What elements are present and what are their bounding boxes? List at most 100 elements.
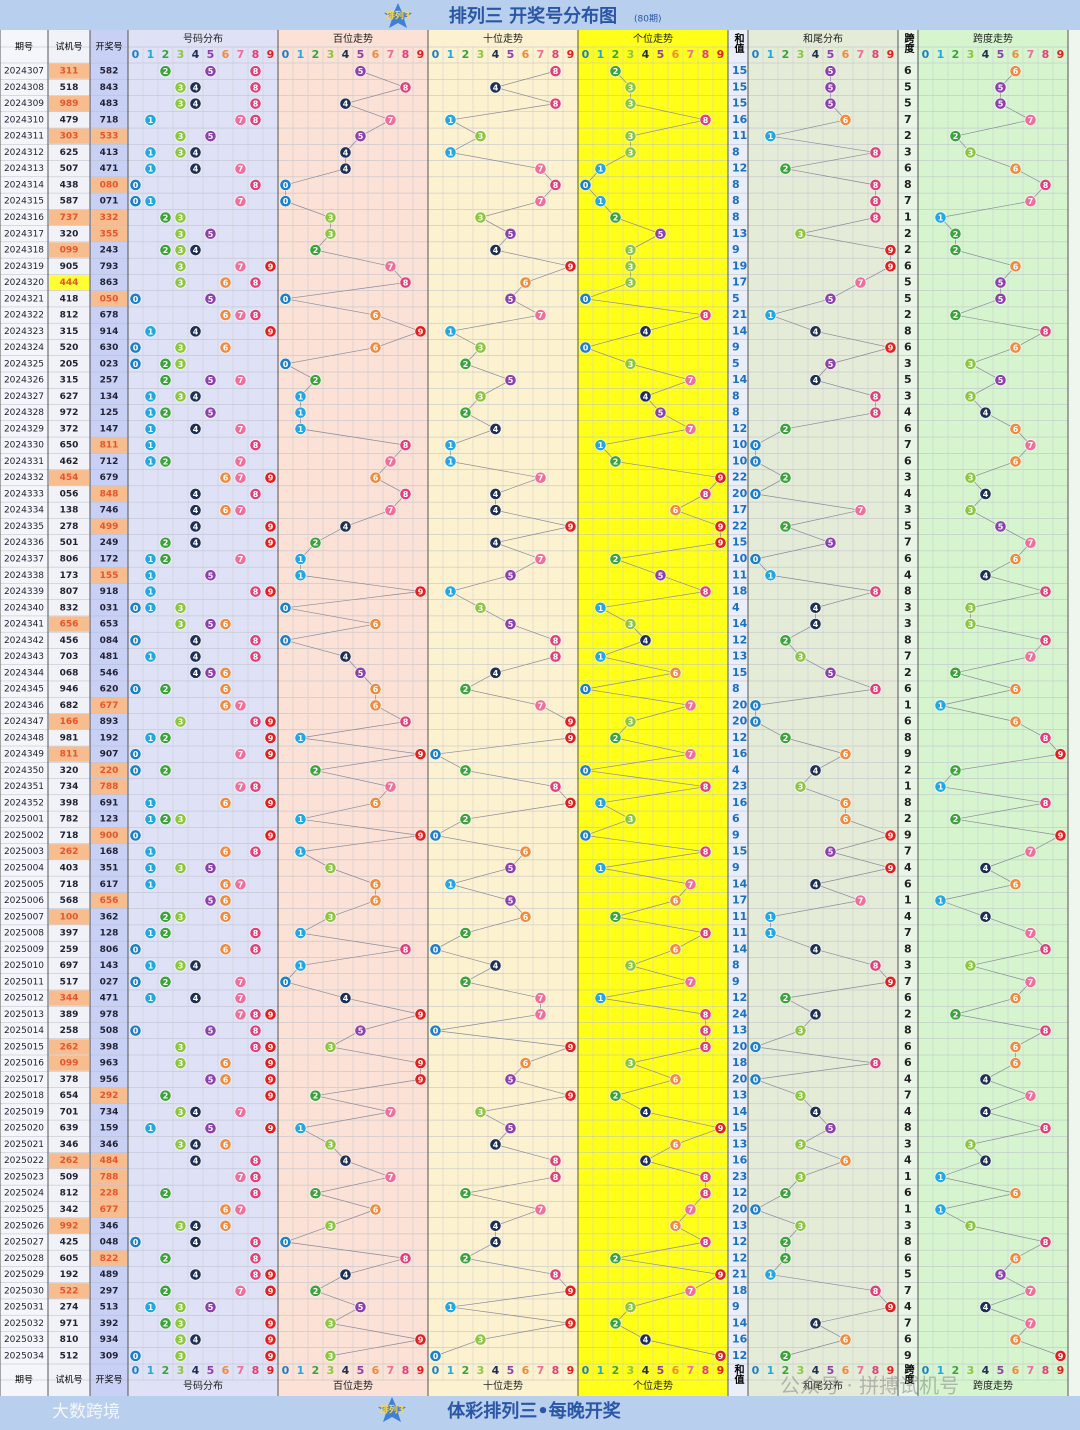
sum-value: 23 — [732, 780, 747, 793]
ball: 0 — [129, 179, 142, 191]
highlight-cell — [91, 697, 127, 713]
ball-circle — [189, 1138, 202, 1151]
ball-digit: 5 — [508, 1124, 514, 1133]
footer-banner — [0, 1396, 1080, 1430]
ball-digit: 2 — [953, 766, 959, 775]
ball: 8 — [699, 1024, 712, 1037]
ball-digit: 9 — [568, 718, 574, 727]
ball-circle — [189, 1154, 202, 1167]
period: 2024319 — [4, 262, 44, 272]
ball-circle — [654, 406, 667, 419]
digit-header: 3 — [327, 48, 335, 61]
draw-number: 843 — [100, 83, 119, 93]
ball: 5 — [204, 1301, 217, 1313]
ball-digit: 2 — [313, 1092, 319, 1101]
ball-circle — [144, 1122, 157, 1135]
ball: 5 — [504, 894, 517, 907]
ball-digit: 4 — [813, 766, 819, 775]
ball-digit: 3 — [178, 392, 184, 401]
ball-circle — [339, 650, 352, 663]
sum-value: 9 — [732, 828, 740, 841]
highlight-cell — [91, 226, 127, 242]
ball-digit: 5 — [508, 295, 514, 304]
ball: 6 — [219, 309, 232, 321]
ball-digit: 1 — [148, 197, 154, 206]
ball-circle — [414, 1073, 427, 1086]
ball-circle — [159, 374, 172, 387]
ball-circle — [129, 1024, 142, 1037]
ball-digit: 8 — [403, 945, 409, 954]
ball-circle — [234, 195, 247, 208]
sum-value: 4 — [732, 601, 740, 614]
column-header: 跨度 — [902, 32, 914, 54]
ball-circle — [414, 829, 427, 842]
ball: 6 — [839, 114, 852, 126]
ball-digit: 8 — [1043, 181, 1049, 190]
ball: 8 — [1039, 943, 1052, 956]
draw-number: 679 — [100, 473, 119, 483]
sum-value: 14 — [732, 324, 748, 337]
ball-digit: 3 — [328, 1222, 334, 1231]
ball-circle — [609, 1089, 622, 1102]
ball: 9 — [414, 585, 427, 598]
ball-digit: 4 — [493, 539, 499, 548]
draw-number: 050 — [100, 294, 119, 304]
ball: 7 — [684, 1284, 697, 1297]
trial-number: 315 — [60, 327, 79, 337]
draw-number: 900 — [100, 831, 119, 841]
ball-digit: 4 — [813, 620, 819, 629]
ball-circle — [624, 244, 637, 256]
draw-number: 128 — [100, 929, 119, 939]
ball: 9 — [884, 829, 897, 842]
ball-digit: 1 — [298, 962, 304, 971]
digit-header: 6 — [842, 48, 850, 61]
trial-number: 100 — [60, 912, 79, 922]
ball-circle — [489, 1138, 502, 1151]
highlight-cell — [49, 844, 89, 860]
sum-value: 22 — [732, 519, 747, 532]
sum-value: 15 — [732, 666, 747, 679]
period: 2025030 — [4, 1286, 44, 1296]
ball: 8 — [869, 179, 882, 191]
digit-header: 6 — [522, 1364, 530, 1377]
highlight-cell — [49, 1218, 89, 1234]
digit-header: 3 — [477, 48, 485, 61]
ball-digit: 3 — [798, 1092, 804, 1101]
ball-circle — [749, 1040, 762, 1053]
ball: 2 — [159, 1317, 172, 1330]
ball-digit: 1 — [148, 425, 154, 434]
ball-circle — [249, 179, 262, 191]
ball-digit: 4 — [193, 490, 199, 499]
ball: 7 — [384, 1171, 397, 1183]
ball-circle — [219, 1073, 232, 1086]
period: 2024336 — [4, 538, 44, 548]
span-value: 6 — [904, 64, 912, 77]
sum-value: 23 — [732, 1170, 747, 1183]
ball-digit: 1 — [148, 457, 154, 466]
ball: 6 — [219, 666, 232, 679]
ball: 7 — [234, 553, 247, 565]
ball-digit: 7 — [858, 279, 864, 288]
digit-header: 2 — [782, 48, 790, 61]
ball: 2 — [949, 244, 962, 256]
ball-digit: 9 — [268, 1287, 274, 1296]
ball-circle — [564, 797, 577, 809]
highlight-cell — [49, 1055, 89, 1071]
ball-digit: 9 — [568, 1092, 574, 1101]
ball-digit: 7 — [238, 994, 244, 1003]
ball: 1 — [764, 1268, 777, 1281]
trial-number: 262 — [60, 847, 79, 857]
period: 2025016 — [4, 1059, 44, 1069]
digit-header: 8 — [252, 48, 260, 61]
ball-circle — [249, 1236, 262, 1248]
ball-digit: 7 — [1028, 978, 1034, 987]
ball-digit: 2 — [953, 246, 959, 255]
ball: 4 — [189, 162, 202, 175]
ball: 1 — [594, 162, 607, 175]
ball-digit: 5 — [208, 571, 214, 580]
ball-circle — [204, 1122, 217, 1135]
ball-circle — [714, 536, 727, 549]
ball: 7 — [234, 699, 247, 712]
ball-circle — [189, 666, 202, 679]
ball-circle — [1039, 1024, 1052, 1037]
